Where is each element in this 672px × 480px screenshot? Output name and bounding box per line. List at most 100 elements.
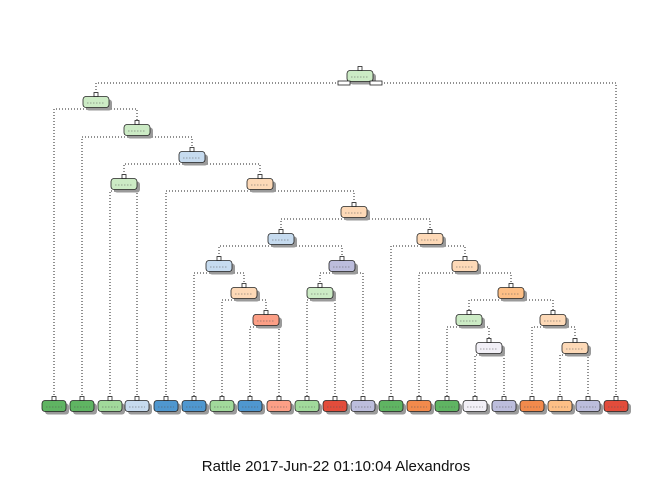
split-node — [230, 283, 260, 302]
node-number-tab — [241, 283, 247, 288]
node-box — [406, 400, 432, 412]
node-box — [294, 400, 320, 412]
tree-edge — [430, 245, 466, 260]
tree-edge — [96, 108, 138, 124]
node-number-tab — [263, 310, 269, 315]
node-box — [110, 178, 138, 190]
node-number-tab — [444, 396, 450, 401]
leaf-node — [41, 396, 69, 415]
leaf-node — [237, 396, 265, 415]
leaf-node — [294, 396, 322, 415]
node-box — [267, 233, 295, 245]
tree-edge — [281, 245, 343, 260]
split-node — [346, 66, 376, 85]
split-node — [451, 256, 481, 275]
node-box — [547, 400, 573, 412]
leaf-node — [603, 396, 631, 415]
leaf-node — [519, 396, 547, 415]
tree-edge — [468, 299, 511, 314]
node-box — [455, 314, 483, 326]
split-node — [561, 338, 591, 357]
tree-edge — [280, 218, 354, 233]
node-box — [340, 206, 368, 218]
node-number-tab — [276, 396, 282, 401]
node-number-tab — [191, 396, 197, 401]
tree-edge — [260, 190, 355, 206]
node-number-tab — [216, 256, 222, 261]
node-box — [266, 400, 292, 412]
node-number-tab — [486, 338, 492, 343]
node-number-tab — [351, 202, 357, 207]
tree-edge — [465, 272, 512, 287]
leaf-node — [153, 396, 181, 415]
split-node — [123, 120, 153, 139]
node-number-tab — [427, 229, 433, 234]
node-number-tab — [472, 396, 478, 401]
tree-edge — [553, 326, 576, 342]
node-box — [237, 400, 263, 412]
split-node — [416, 229, 446, 248]
node-number-tab — [317, 283, 323, 288]
node-number-tab — [247, 396, 253, 401]
tree-edge — [244, 299, 267, 314]
root-split-left-tag — [337, 80, 351, 86]
node-box — [575, 400, 601, 412]
node-box — [252, 314, 280, 326]
node-number-tab — [416, 396, 422, 401]
node-number-tab — [360, 396, 366, 401]
tree-edge — [109, 190, 124, 400]
node-number-tab — [163, 396, 169, 401]
node-box — [209, 400, 235, 412]
tree-edge — [320, 299, 336, 400]
node-number-tab — [107, 396, 113, 401]
node-box — [41, 400, 67, 412]
tree-edge — [219, 272, 245, 287]
tree-edge — [390, 245, 430, 400]
tree-edge — [446, 326, 469, 400]
node-box — [181, 400, 207, 412]
node-box — [230, 287, 258, 299]
tree-edge — [489, 354, 505, 400]
node-box — [475, 342, 503, 354]
node-box — [491, 400, 517, 412]
split-node — [306, 283, 336, 302]
tree-edge — [418, 272, 465, 400]
leaf-node — [124, 396, 152, 415]
split-node — [539, 310, 569, 329]
leaf-node — [181, 396, 209, 415]
node-number-tab — [613, 396, 619, 401]
node-box — [123, 124, 151, 136]
tree-edge — [559, 354, 575, 400]
tree-edge — [95, 82, 360, 96]
node-number-tab — [304, 396, 310, 401]
node-number-tab — [332, 396, 338, 401]
tree-edge — [165, 190, 260, 400]
node-box — [497, 287, 525, 299]
tree-edge — [360, 82, 617, 400]
split-node — [497, 283, 527, 302]
tree-edge — [575, 354, 589, 400]
node-box — [416, 233, 444, 245]
node-box — [205, 260, 233, 272]
tree-edges — [53, 82, 617, 400]
tree-edge — [192, 163, 261, 178]
node-box — [434, 400, 460, 412]
tree-edge — [531, 326, 553, 400]
leaf-node — [350, 396, 378, 415]
tree-edge — [123, 163, 192, 178]
tree-nodes — [41, 66, 631, 415]
tree-edge — [342, 272, 364, 400]
leaf-node — [434, 396, 462, 415]
node-box — [97, 400, 123, 412]
leaf-node — [406, 396, 434, 415]
node-box — [378, 400, 404, 412]
leaf-node — [462, 396, 490, 415]
node-box — [561, 342, 589, 354]
tree-edge — [266, 326, 280, 400]
node-number-tab — [189, 147, 195, 152]
node-number-tab — [462, 256, 468, 261]
split-node — [455, 310, 485, 329]
node-box — [82, 96, 110, 108]
node-box — [328, 260, 356, 272]
